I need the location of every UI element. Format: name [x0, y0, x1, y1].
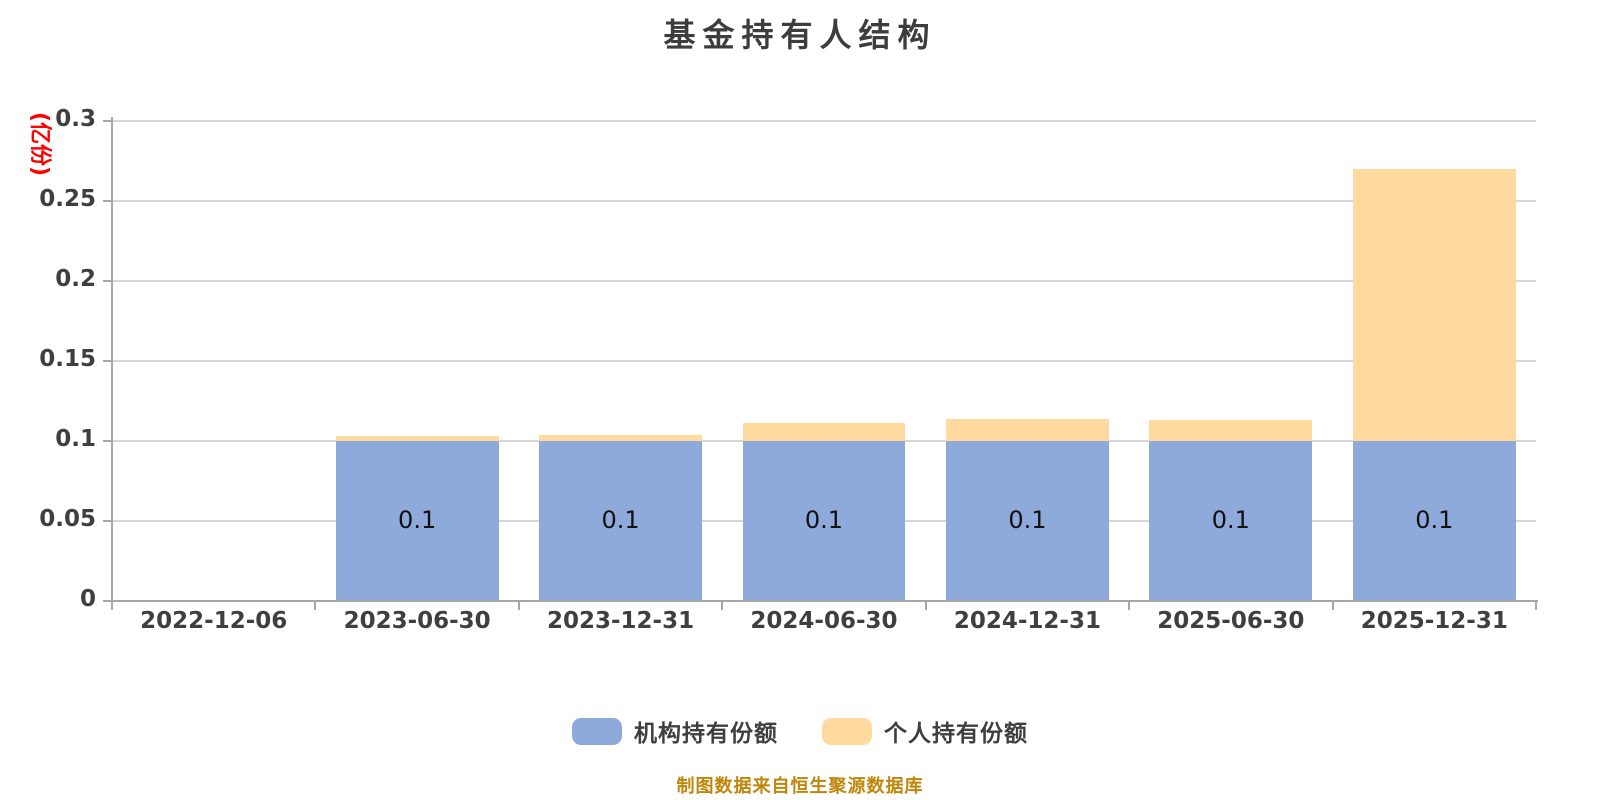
bar-segment-individual [946, 418, 1109, 441]
bar-segment-institutional [742, 441, 906, 601]
x-tick-mark [1535, 602, 1537, 610]
legend-swatch [822, 717, 872, 745]
bar-value-label: 0.1 [1211, 506, 1250, 534]
y-tick-mark [103, 120, 112, 122]
bar-value-label: 0.1 [601, 506, 640, 534]
bar-segment-institutional [946, 441, 1109, 601]
bar-segment-individual [335, 436, 499, 441]
x-tick-mark [517, 602, 520, 610]
y-tick-label: 0.1 [55, 426, 96, 452]
bar-segment-institutional [1149, 441, 1313, 601]
chart-title: 基金持有人结构 [663, 16, 937, 54]
x-tick-label: 2024-12-31 [953, 608, 1101, 634]
bar-value-label: 0.1 [1008, 506, 1047, 534]
x-tick-mark [924, 602, 927, 610]
y-tick-label: 0.2 [55, 266, 96, 292]
gridline [112, 360, 1536, 362]
y-tick-mark [103, 200, 112, 202]
y-tick-mark [103, 520, 112, 522]
legend-swatch [572, 717, 622, 745]
x-tick-label: 2022-12-06 [140, 608, 288, 634]
x-tick-mark [1331, 602, 1334, 610]
bar-segment-institutional [1352, 441, 1516, 601]
x-tick-label: 2023-06-30 [343, 608, 491, 634]
bar-value-label: 0.1 [1415, 506, 1454, 534]
x-tick-label: 2025-06-30 [1157, 608, 1305, 634]
y-tick-label: 0.25 [39, 186, 96, 212]
x-tick-mark [111, 602, 113, 610]
x-tick-mark [314, 602, 317, 610]
y-tick-mark [103, 440, 112, 442]
bar-segment-institutional [335, 441, 499, 601]
y-axis-line [111, 117, 113, 609]
bar-segment-individual [1352, 169, 1516, 441]
bar-value-label: 0.1 [398, 506, 437, 534]
x-tick-mark [1128, 602, 1131, 610]
y-tick-mark [103, 600, 112, 602]
legend-label: 个人持有份额 [884, 721, 1028, 747]
x-tick-label: 2023-12-31 [546, 608, 695, 634]
bar-segment-individual [742, 423, 906, 441]
bar-segment-institutional [539, 441, 702, 601]
gridline [112, 200, 1536, 202]
y-tick-label: 0 [79, 586, 96, 612]
x-tick-mark [721, 602, 724, 610]
data-source-note: 制图数据来自恒生聚源数据库 [676, 776, 924, 797]
y-tick-mark [103, 280, 112, 282]
x-axis-line [111, 600, 1538, 602]
legend-item: 机构持有份额 [572, 714, 778, 748]
legend-label: 机构持有份额 [634, 721, 778, 747]
gridline [112, 120, 1536, 122]
bar-value-label: 0.1 [804, 506, 844, 534]
y-tick-label: 0.15 [39, 346, 96, 372]
plot-area: 0.1 0.1 0.1 0.1 0.1 0.1 [112, 120, 1536, 601]
bar-segment-individual [539, 434, 702, 441]
y-tick-mark [103, 360, 112, 362]
y-tick-label: 0.05 [39, 506, 96, 532]
x-tick-label: 2025-12-31 [1360, 608, 1508, 634]
legend-item: 个人持有份额 [822, 714, 1028, 748]
bar-segment-individual [1149, 420, 1313, 441]
chart-legend: 机构持有份额 个人持有份额 [0, 714, 1600, 748]
gridline [112, 280, 1536, 282]
x-tick-label: 2024-06-30 [750, 608, 898, 634]
y-tick-label: 0.3 [55, 106, 96, 132]
